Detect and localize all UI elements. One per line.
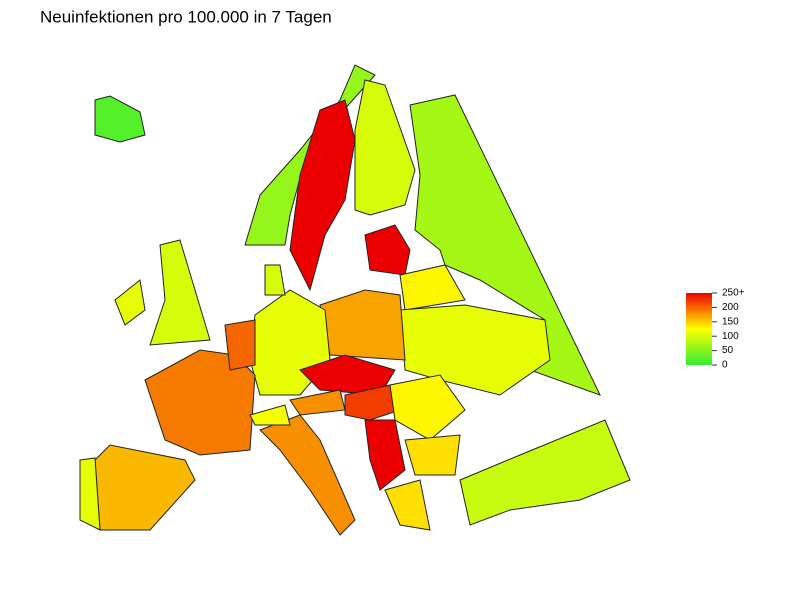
region — [354, 79, 416, 216]
region — [144, 349, 256, 456]
regions — [79, 64, 631, 536]
region — [259, 414, 356, 536]
color-bar — [686, 293, 712, 365]
region — [149, 239, 211, 346]
legend-label: 50 — [722, 345, 734, 356]
legend-label: 100 — [722, 331, 739, 342]
region — [224, 319, 256, 371]
region — [94, 444, 196, 531]
region — [114, 279, 146, 326]
region — [94, 95, 146, 143]
region — [459, 419, 631, 526]
legend-label: 200 — [722, 302, 739, 313]
legend: 0 50 100 150 200 250+ — [712, 288, 745, 371]
map-title: Neuinfektionen pro 100.000 in 7 Tagen — [40, 7, 332, 26]
legend-label: 0 — [722, 360, 728, 371]
region — [299, 354, 396, 396]
region — [344, 384, 401, 421]
region — [364, 224, 411, 276]
region — [409, 94, 601, 396]
legend-label: 150 — [722, 316, 739, 327]
region — [404, 434, 461, 476]
region — [384, 479, 431, 531]
legend-label: 250+ — [722, 288, 745, 299]
region — [249, 404, 291, 426]
region — [319, 289, 406, 361]
region — [389, 374, 466, 441]
region — [399, 264, 466, 311]
region — [399, 304, 551, 396]
region — [264, 264, 286, 296]
region — [289, 99, 356, 292]
region — [364, 419, 406, 491]
region — [79, 457, 101, 531]
